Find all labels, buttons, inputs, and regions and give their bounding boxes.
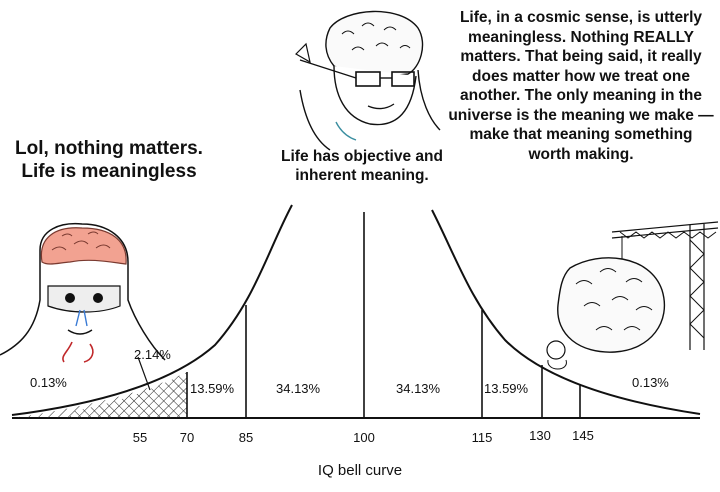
tick-label: 100: [353, 430, 375, 445]
tick-label: 115: [471, 430, 493, 445]
axis-title: IQ bell curve: [317, 462, 403, 479]
tick-label: 70: [179, 430, 195, 445]
right-wojak-figure: [546, 221, 719, 370]
pct-leader-line: [137, 356, 151, 391]
left-tail-hatch-cross: [70, 372, 187, 418]
left-wojak-figure: [0, 222, 166, 363]
mid-iq-caption: Life has objective and inherent meaning.: [281, 148, 443, 184]
tick-label: 55: [132, 430, 148, 445]
pct-right-mid: 13.59%: [484, 381, 529, 396]
middle-wojak-figure: [295, 10, 441, 151]
high-iq-caption: Life, in a cosmic sense, is utterly mean…: [448, 9, 714, 163]
pct-left-outer: 2.14%: [134, 347, 171, 362]
tick-label: 145: [572, 428, 594, 443]
pct-right-inner: 34.13%: [396, 381, 441, 396]
tick-label: 130: [529, 428, 551, 443]
bell-curve-line: [11, 204, 701, 416]
tick-label: 85: [238, 430, 254, 445]
pct-far-left: 0.13%: [30, 375, 67, 390]
low-iq-caption: Lol, nothing matters. Life is meaningles…: [15, 138, 203, 183]
pct-left-mid: 13.59%: [190, 381, 235, 396]
pct-left-inner: 34.13%: [276, 381, 321, 396]
pct-far-right: 0.13%: [632, 375, 669, 390]
